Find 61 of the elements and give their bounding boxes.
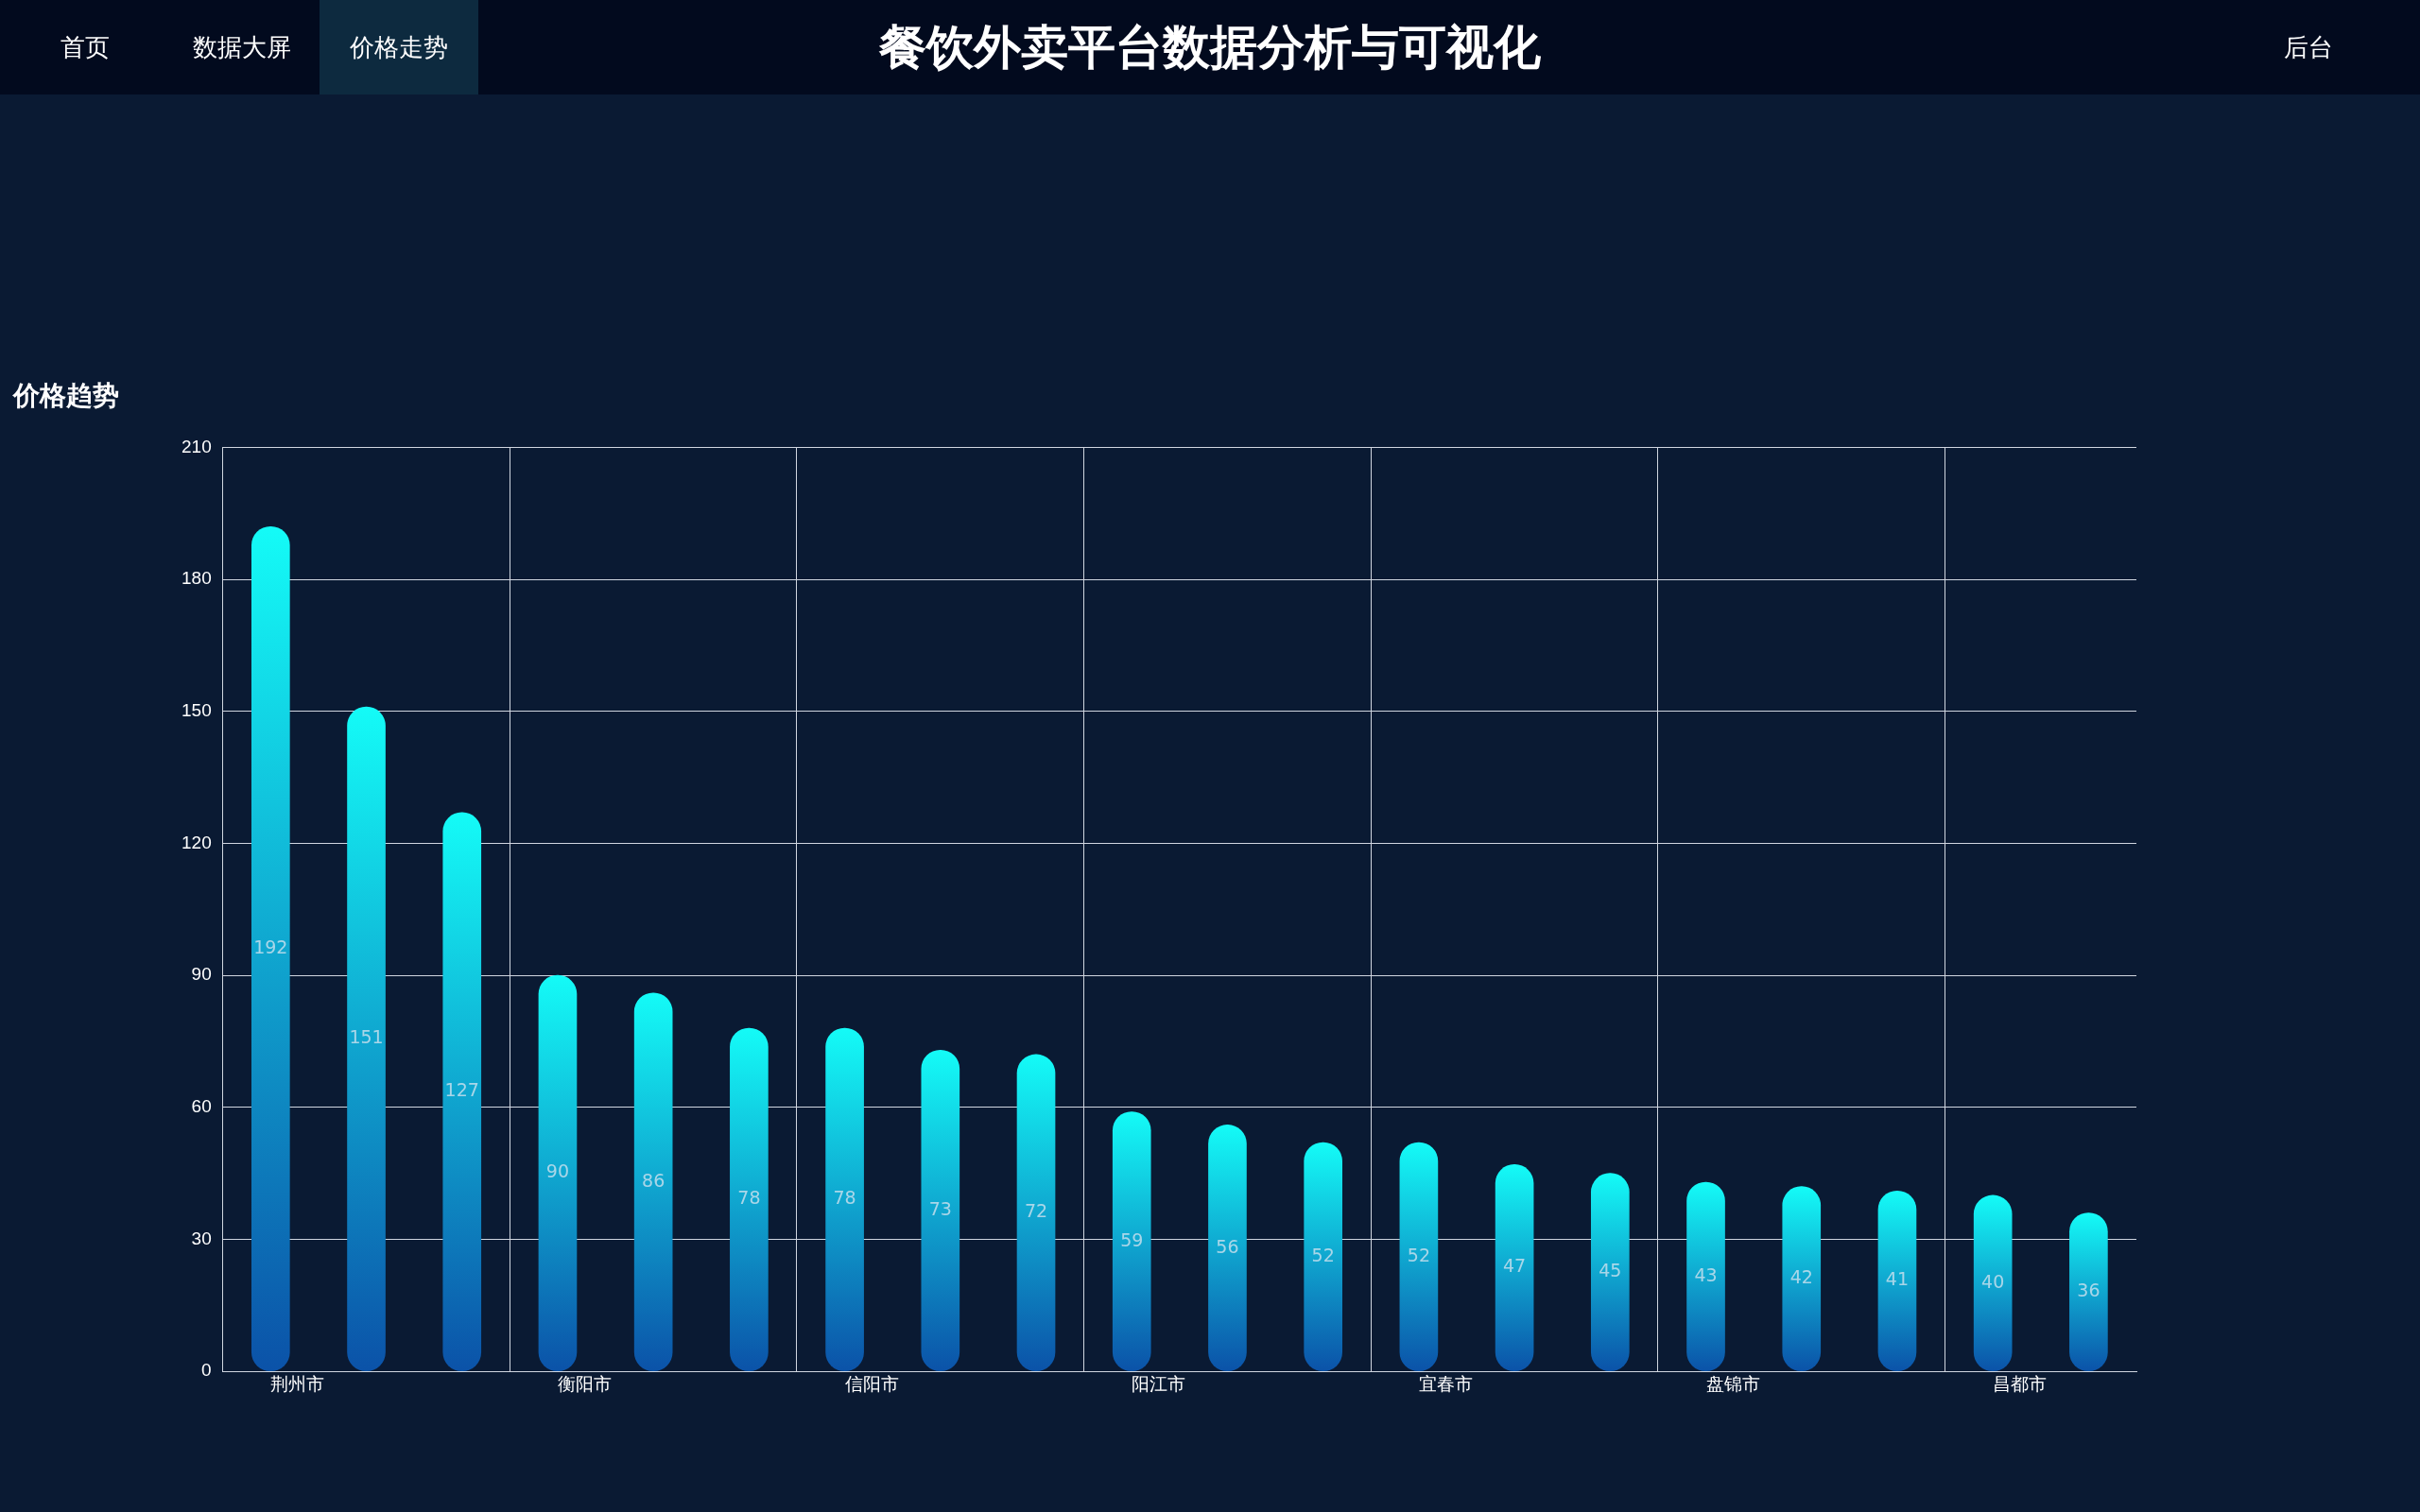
data-label: 47 [1503,1255,1527,1277]
bar [633,992,673,1372]
bar [1686,1181,1725,1372]
data-label: 151 [349,1026,384,1048]
bar [1208,1125,1247,1372]
y-tick-label: 180 [182,568,212,589]
text: 后台 [2283,32,2334,63]
chart-subtitle: 价格趋势 [13,379,119,413]
y-tick-label: 0 [201,1360,212,1381]
bar [1877,1190,1917,1372]
y-tick-label: 120 [182,832,212,852]
data-label: 72 [1024,1200,1048,1222]
bar [1016,1054,1056,1372]
data-label: 43 [1694,1263,1718,1285]
bar [2069,1212,2108,1372]
data-label: 40 [1981,1270,2005,1292]
bar [1399,1142,1439,1372]
data-label: 78 [833,1187,856,1209]
x-tick-label: 荆州市 [270,1373,325,1394]
bar [1782,1186,1822,1372]
bar [251,525,290,1372]
data-label: 78 [737,1187,761,1209]
y-tick-label: 210 [182,436,212,456]
data-label: 45 [1599,1260,1622,1281]
bar [1495,1164,1534,1372]
bar [1112,1111,1151,1372]
x-tick-label: 昌都市 [1993,1373,2048,1394]
y-tick-label: 30 [191,1228,212,1248]
data-label: 56 [1216,1235,1239,1257]
bar [921,1049,960,1372]
chart-title: 餐饮外卖平台数据分析与可视化 [879,20,1541,75]
data-label: 86 [642,1169,666,1191]
x-tick-label: 阳江市 [1132,1373,1186,1394]
text: 价格走势 [320,0,478,94]
y-tick-label: 150 [182,700,212,721]
data-label: 90 [545,1160,570,1182]
bar [442,812,482,1372]
x-tick-label: 信阳市 [844,1373,899,1394]
bar [730,1027,769,1372]
data-label: 42 [1789,1266,1813,1288]
x-tick-label: 衡阳市 [557,1373,612,1394]
data-label: 73 [928,1197,952,1219]
data-label: 52 [1311,1244,1335,1265]
text: 首页 [60,32,111,63]
bar [347,706,386,1372]
y-tick-label: 60 [191,1096,212,1117]
data-label: 36 [2077,1280,2100,1301]
x-tick-label: 宜春市 [1418,1373,1473,1394]
y-tick-label: 90 [191,964,212,985]
x-tick-label: 盘锦市 [1705,1373,1760,1394]
bar [1304,1142,1342,1372]
data-label: 41 [1885,1268,1910,1290]
data-label: 59 [1120,1228,1144,1250]
bar [825,1027,864,1372]
bar [1973,1194,2013,1372]
data-label: 52 [1407,1244,1430,1265]
data-label: 127 [444,1079,479,1101]
data-label: 192 [253,936,288,957]
bar [538,974,578,1372]
text: 数据大屏 [192,32,292,63]
bar [1590,1173,1630,1372]
